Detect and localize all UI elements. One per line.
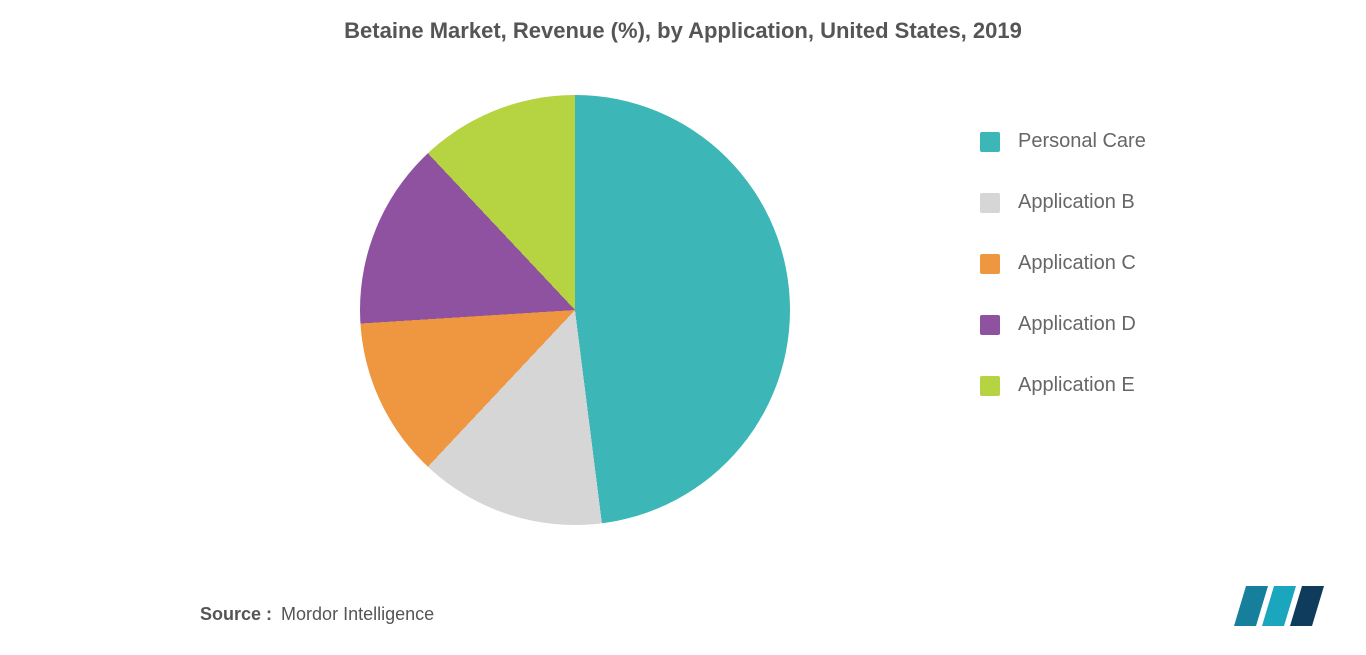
legend-swatch: [980, 315, 1000, 335]
legend-label: Application B: [1018, 191, 1135, 214]
legend-swatch: [980, 193, 1000, 213]
legend-swatch: [980, 132, 1000, 152]
legend-item: Application D: [980, 313, 1146, 336]
legend-item: Personal Care: [980, 130, 1146, 153]
legend-item: Application E: [980, 374, 1146, 397]
legend-label: Personal Care: [1018, 130, 1146, 153]
logo-bar-icon: [1262, 586, 1296, 626]
source-value: Mordor Intelligence: [281, 604, 434, 624]
logo-bar-icon: [1234, 586, 1268, 626]
legend-swatch: [980, 376, 1000, 396]
pie-chart: [360, 95, 790, 525]
legend-swatch: [980, 254, 1000, 274]
legend-label: Application E: [1018, 374, 1135, 397]
legend-label: Application D: [1018, 313, 1136, 336]
legend: Personal Care Application B Application C A…: [980, 130, 1146, 397]
mordor-logo: [1234, 581, 1326, 631]
legend-label: Application C: [1018, 252, 1136, 275]
legend-item: Application B: [980, 191, 1146, 214]
source-line: Source : Mordor Intelligence: [200, 604, 434, 625]
chart-container: Betaine Market, Revenue (%), by Applicat…: [0, 0, 1366, 655]
chart-title: Betaine Market, Revenue (%), by Applicat…: [0, 18, 1366, 44]
source-label: Source :: [200, 604, 272, 624]
legend-item: Application C: [980, 252, 1146, 275]
logo-bar-icon: [1290, 586, 1324, 626]
